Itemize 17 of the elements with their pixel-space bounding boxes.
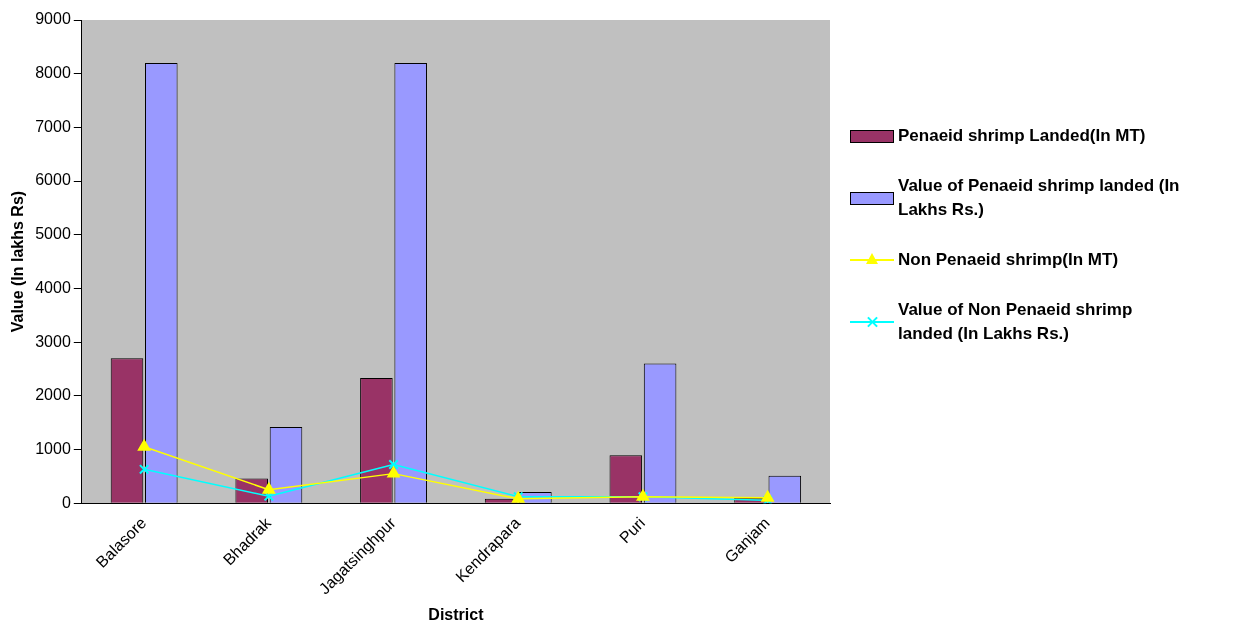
legend-label: Value of Non Penaeid shrimp landed (In Lakhs Rs.) <box>898 299 1134 345</box>
y-tick-label: 9000 <box>35 10 71 28</box>
y-tick-label: 8000 <box>35 64 71 82</box>
legend-label: Non Penaeid shrimp(In MT) <box>898 249 1120 271</box>
y-tick-label: 5000 <box>35 225 71 243</box>
y-tick-label: 2000 <box>35 386 71 404</box>
x-axis-title: District <box>428 605 485 623</box>
y-tick-label: 0 <box>61 493 71 511</box>
x-tick-label: Puri <box>616 514 649 547</box>
legend-label: Penaeid shrimp Landed(In MT) <box>898 125 1147 147</box>
y-tick-label: 7000 <box>35 117 71 135</box>
y-tick-label: 6000 <box>35 171 71 189</box>
y-tick-label: 1000 <box>35 439 71 457</box>
y-tick-label: 3000 <box>35 332 71 350</box>
y-tick-label: 4000 <box>35 278 71 296</box>
legend-label: Value of Penaeid shrimp landed (In Lakhs Rs.) <box>898 175 1180 221</box>
y-axis-title: Value (In lakhs Rs) <box>9 190 27 333</box>
